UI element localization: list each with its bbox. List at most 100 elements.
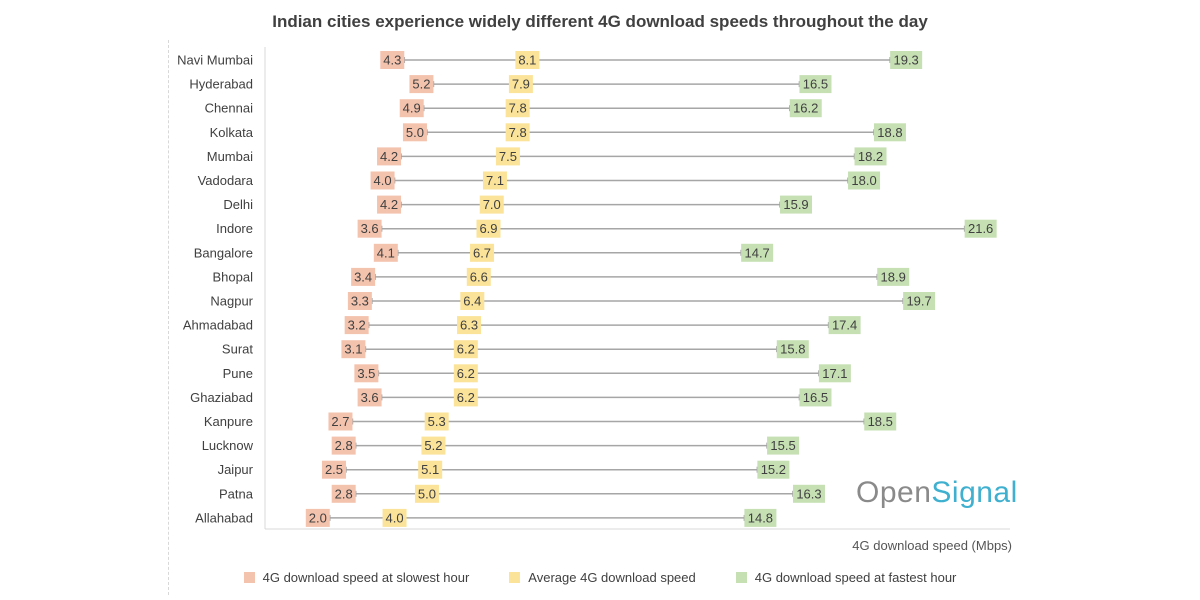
average-value-label: 7.8	[509, 101, 527, 116]
average-value-label: 6.2	[457, 390, 475, 405]
slowest-value-label: 3.6	[361, 221, 379, 236]
fastest-value-label: 15.2	[761, 462, 786, 477]
average-marker	[495, 147, 520, 166]
fastest-marker	[964, 219, 997, 238]
slowest-value-label: 2.0	[309, 510, 327, 525]
fastest-value-label: 18.0	[851, 173, 876, 188]
legend-label-slowest: 4G download speed at slowest hour	[262, 570, 470, 585]
city-label: Delhi	[223, 197, 253, 212]
average-value-label: 7.8	[509, 125, 527, 140]
fastest-value-label: 15.5	[770, 438, 795, 453]
average-value-label: 7.5	[499, 149, 517, 164]
fastest-marker	[780, 195, 813, 214]
average-marker	[453, 364, 478, 383]
average-marker	[482, 171, 507, 190]
opensignal-logo: OpenSignal	[856, 476, 1018, 510]
slowest-marker	[305, 508, 330, 527]
slowest-marker	[354, 364, 379, 383]
average-value-label: 6.2	[457, 366, 475, 381]
city-label: Jaipur	[218, 462, 254, 477]
slowest-marker	[347, 292, 372, 310]
fastest-value-label: 16.3	[796, 486, 821, 501]
average-value-label: 6.9	[479, 221, 497, 236]
logo-text-open: Open	[856, 476, 932, 509]
x-axis-label: 4G download speed (Mbps)	[852, 538, 1012, 553]
average-marker	[505, 99, 530, 118]
average-marker	[479, 195, 504, 214]
slowest-marker	[377, 195, 402, 214]
average-value-label: 5.2	[424, 438, 442, 453]
slowest-marker	[341, 340, 366, 359]
fastest-marker	[741, 243, 774, 262]
city-label: Lucknow	[202, 438, 254, 453]
city-label: Hyderabad	[189, 77, 253, 92]
slowest-value-label: 5.0	[406, 125, 424, 140]
fastest-value-label: 18.8	[877, 125, 902, 140]
slowest-marker	[357, 388, 382, 407]
average-marker	[466, 267, 491, 286]
fastest-marker	[744, 508, 777, 527]
fastest-marker	[757, 460, 790, 479]
city-label: Chennai	[205, 101, 254, 116]
city-label: Mumbai	[207, 149, 253, 164]
average-value-label: 8.1	[518, 53, 536, 68]
average-value-label: 5.1	[421, 462, 439, 477]
city-label: Ghaziabad	[190, 390, 253, 405]
average-marker	[421, 436, 446, 455]
average-value-label: 7.0	[483, 197, 501, 212]
average-value-label: 7.1	[486, 173, 504, 188]
slowest-marker	[402, 123, 427, 142]
city-label: Navi Mumbai	[177, 53, 253, 68]
slowest-value-label: 4.9	[403, 101, 421, 116]
fastest-marker	[890, 51, 923, 69]
fastest-value-label: 16.5	[803, 390, 828, 405]
average-value-label: 6.2	[457, 342, 475, 357]
fastest-value-label: 18.9	[881, 269, 906, 284]
average-value-label: 6.6	[470, 269, 488, 284]
legend-swatch-slowest	[243, 572, 255, 583]
slowest-marker	[377, 147, 402, 166]
fastest-value-label: 15.8	[780, 342, 805, 357]
slowest-value-label: 3.4	[354, 269, 372, 284]
slowest-marker	[380, 51, 405, 69]
slowest-value-label: 2.5	[325, 462, 343, 477]
legend-item-slowest: 4G download speed at slowest hour	[243, 570, 470, 585]
slowest-marker	[399, 99, 424, 118]
fastest-value-label: 15.9	[783, 197, 808, 212]
slowest-marker	[328, 412, 353, 431]
average-marker	[453, 340, 478, 359]
fastest-marker	[873, 123, 906, 142]
fastest-marker	[903, 292, 936, 310]
fastest-marker	[799, 75, 832, 94]
average-marker	[414, 484, 439, 503]
average-marker	[382, 508, 407, 527]
city-label: Surat	[222, 342, 253, 357]
average-value-label: 5.0	[418, 486, 436, 501]
fastest-value-label: 16.5	[803, 77, 828, 92]
logo-text-signal: Signal	[931, 476, 1018, 509]
fastest-value-label: 17.4	[832, 318, 857, 333]
fastest-value-label: 21.6	[968, 221, 993, 236]
fastest-marker	[767, 436, 800, 455]
city-label: Vadodara	[198, 173, 254, 188]
city-label: Kolkata	[210, 125, 254, 140]
slowest-value-label: 3.1	[344, 342, 362, 357]
fastest-value-label: 18.5	[868, 414, 893, 429]
average-value-label: 7.9	[512, 77, 530, 92]
slowest-marker	[321, 460, 346, 479]
chart-legend: 4G download speed at slowest hour Averag…	[0, 570, 1200, 585]
fastest-value-label: 19.7	[906, 294, 931, 309]
slowest-value-label: 4.3	[383, 53, 401, 68]
slowest-value-label: 4.2	[380, 197, 398, 212]
chart-title: Indian cities experience widely differen…	[272, 12, 928, 31]
slowest-value-label: 2.8	[335, 438, 353, 453]
legend-label-fastest: 4G download speed at fastest hour	[754, 570, 957, 585]
city-label: Allahabad	[195, 510, 253, 525]
slowest-value-label: 4.2	[380, 149, 398, 164]
average-value-label: 4.0	[386, 510, 404, 525]
average-marker	[505, 123, 530, 142]
average-marker	[515, 51, 540, 69]
slowest-value-label: 2.7	[331, 414, 349, 429]
slowest-value-label: 2.8	[335, 486, 353, 501]
